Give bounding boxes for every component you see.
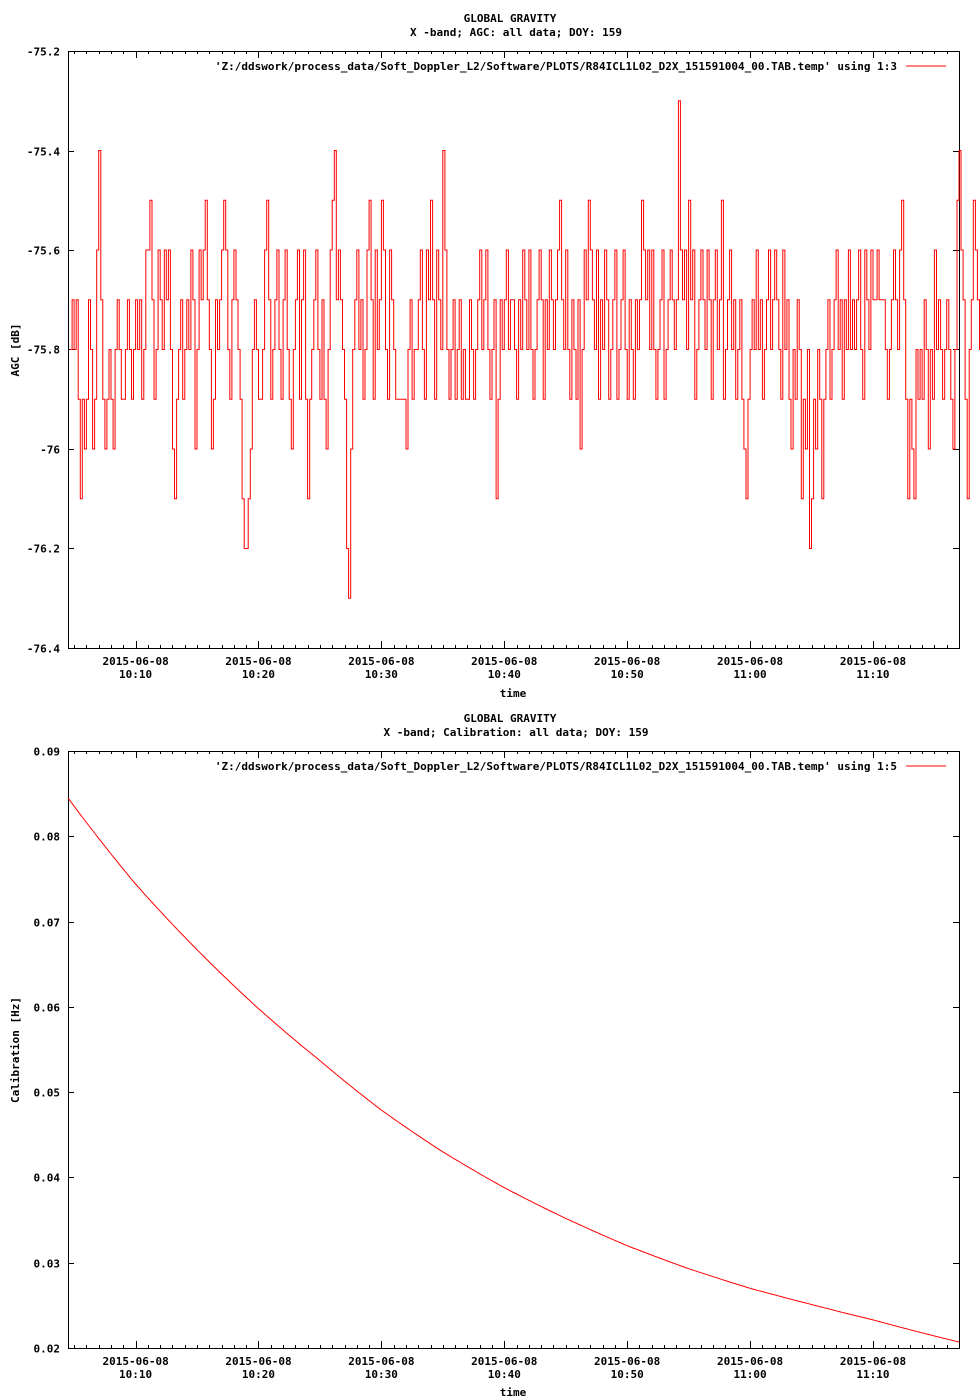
agc-x-tick-time: 10:50: [611, 668, 644, 681]
agc-x-tick-time: 11:10: [856, 668, 889, 681]
agc-y-tick-label: -75.6: [27, 245, 60, 258]
calibration-x-tick-labels: 2015-06-0810:102015-06-0810:202015-06-08…: [102, 1355, 906, 1381]
agc-x-axis-label: time: [500, 687, 527, 700]
agc-x-tick-time: 10:40: [488, 668, 521, 681]
agc-x-tick-time: 10:10: [119, 668, 152, 681]
agc-y-tick-labels: -75.2 -75.4 -75.6 -75.8 -76 -76.2 -76.4: [27, 46, 60, 656]
agc-x-tick-date: 2015-06-08: [471, 655, 537, 668]
calibration-x-tick-date: 2015-06-08: [717, 1355, 783, 1368]
calibration-x-tick-time: 10:40: [488, 1368, 521, 1381]
calibration-x-tick-date: 2015-06-08: [225, 1355, 291, 1368]
calibration-y-tick-labels: 0.09 0.08 0.07 0.06 0.05 0.04 0.03 0.02: [34, 746, 61, 1356]
agc-x-tick-date: 2015-06-08: [225, 655, 291, 668]
agc-chart-subtitle: X -band; AGC: all data; DOY: 159: [410, 26, 622, 39]
agc-y-tick-label: -76: [40, 444, 60, 457]
calibration-y-tick-label: 0.07: [34, 917, 61, 930]
calibration-x-tick-date: 2015-06-08: [471, 1355, 537, 1368]
agc-x-tick-date: 2015-06-08: [717, 655, 783, 668]
agc-chart: GLOBAL GRAVITY X -band; AGC: all data; D…: [9, 12, 980, 700]
calibration-legend: 'Z:/ddswork/process_data/Soft_Doppler_L2…: [215, 760, 946, 773]
calibration-x-tick-date: 2015-06-08: [840, 1355, 906, 1368]
calibration-y-axis-label: Calibration [Hz]: [9, 997, 22, 1103]
agc-chart-title: GLOBAL GRAVITY: [464, 12, 557, 25]
agc-x-tick-date: 2015-06-08: [840, 655, 906, 668]
calibration-x-tick-time: 11:10: [856, 1368, 889, 1381]
calibration-series-line: [67, 797, 960, 1343]
agc-y-tick-label: -76.4: [27, 643, 60, 656]
calibration-x-tick-time: 10:30: [365, 1368, 398, 1381]
calibration-x-tick-time: 11:00: [734, 1368, 767, 1381]
agc-tick-marks: [68, 51, 960, 649]
calibration-chart-subtitle: X -band; Calibration: all data; DOY: 159: [384, 726, 649, 739]
agc-x-tick-date: 2015-06-08: [102, 655, 168, 668]
calibration-x-tick-time: 10:50: [611, 1368, 644, 1381]
calibration-y-tick-label: 0.06: [34, 1002, 61, 1015]
agc-x-tick-time: 10:20: [242, 668, 275, 681]
agc-y-tick-label: -75.8: [27, 344, 60, 357]
calibration-legend-label: 'Z:/ddswork/process_data/Soft_Doppler_L2…: [215, 760, 897, 773]
calibration-chart-title: GLOBAL GRAVITY: [464, 712, 557, 725]
calibration-x-tick-time: 10:10: [119, 1368, 152, 1381]
calibration-x-tick-date: 2015-06-08: [594, 1355, 660, 1368]
calibration-y-tick-label: 0.05: [34, 1087, 61, 1100]
agc-x-tick-date: 2015-06-08: [348, 655, 414, 668]
agc-y-tick-label: -75.4: [27, 146, 60, 159]
calibration-chart: GLOBAL GRAVITY X -band; Calibration: all…: [9, 712, 960, 1399]
calibration-x-tick-date: 2015-06-08: [348, 1355, 414, 1368]
agc-legend: 'Z:/ddswork/process_data/Soft_Doppler_L2…: [215, 60, 946, 73]
agc-x-tick-labels: 2015-06-0810:102015-06-0810:202015-06-08…: [102, 655, 906, 681]
agc-y-tick-label: -75.2: [27, 46, 60, 59]
agc-legend-label: 'Z:/ddswork/process_data/Soft_Doppler_L2…: [215, 60, 897, 73]
calibration-x-axis-label: time: [500, 1386, 527, 1399]
agc-y-axis-label: AGC [dB]: [9, 324, 22, 377]
calibration-plot-frame: [68, 751, 960, 1349]
calibration-tick-marks: [68, 751, 960, 1349]
calibration-x-tick-time: 10:20: [242, 1368, 275, 1381]
agc-y-tick-label: -76.2: [27, 543, 60, 556]
agc-x-tick-time: 10:30: [365, 668, 398, 681]
agc-series-line: [70, 100, 980, 599]
calibration-y-tick-label: 0.02: [34, 1343, 61, 1356]
calibration-x-tick-date: 2015-06-08: [102, 1355, 168, 1368]
calibration-y-tick-label: 0.04: [34, 1172, 61, 1185]
agc-x-tick-date: 2015-06-08: [594, 655, 660, 668]
calibration-y-tick-label: 0.09: [34, 746, 61, 759]
agc-x-tick-time: 11:00: [734, 668, 767, 681]
calibration-y-tick-label: 0.08: [34, 831, 61, 844]
calibration-y-tick-label: 0.03: [34, 1258, 61, 1271]
